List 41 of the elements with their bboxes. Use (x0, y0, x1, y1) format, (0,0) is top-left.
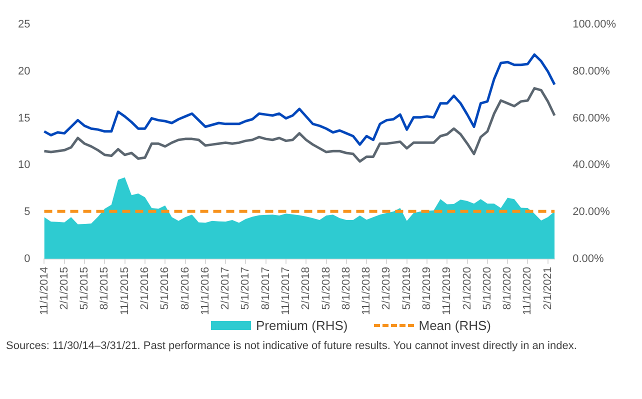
x-tick-label: 8/1/2020 (502, 266, 514, 310)
legend-label: Premium (RHS) (256, 318, 348, 333)
y2-tick-label: 60.00% (572, 112, 610, 124)
x-tick-label: 8/1/2016 (179, 266, 192, 310)
y2-tick-label: 100.00% (572, 18, 616, 31)
x-tick-label: 11/1/2020 (522, 266, 534, 316)
x-tick-label: 11/1/2015 (118, 266, 131, 316)
x-tick-label: 8/1/2017 (260, 266, 272, 310)
x-tick-label: 5/1/2017 (240, 266, 252, 310)
x-tick-label: 2/1/2015 (58, 266, 70, 310)
y2-tick-label: 20.00% (572, 206, 610, 218)
x-tick-label: 11/1/2016 (199, 266, 212, 316)
legend-label: Mean (RHS) (418, 318, 491, 333)
y-tick-label: 10 (18, 159, 30, 172)
x-tick-label: 8/1/2019 (421, 266, 434, 310)
x-tick-label: 2/1/2018 (300, 266, 312, 310)
x-tick-label: 2/1/2017 (220, 266, 232, 310)
y-tick-label: 5 (24, 206, 30, 218)
x-tick-label: 11/1/2019 (441, 266, 454, 316)
x-tick-label: 2/1/2020 (461, 266, 474, 310)
x-tick-label: 2/1/2016 (138, 266, 151, 310)
x-tick-label: 11/1/2017 (280, 266, 292, 316)
y-tick-label: 15 (18, 112, 30, 124)
x-tick-label: 5/1/2015 (78, 266, 91, 310)
y2-tick-label: 40.00% (572, 159, 610, 172)
source-note: Sources: 11/30/14–3/31/21. Past performance is not indicative of future results. You cannot invest directly in an index. (6, 339, 578, 354)
x-tick-label: 11/1/2018 (360, 266, 373, 316)
y2-tick-label: 0.00% (572, 252, 604, 265)
x-tick-label: 11/1/2014 (38, 266, 50, 316)
y2-tick-label: 80.00% (572, 65, 610, 78)
x-tick-label: 8/1/2018 (340, 266, 352, 310)
y-tick-label: 20 (18, 65, 30, 78)
x-tick-label: 5/1/2018 (320, 266, 332, 310)
x-tick-label: 5/1/2020 (481, 266, 494, 310)
x-tick-label: 2/1/2021 (542, 266, 554, 310)
x-tick-label: 8/1/2015 (98, 266, 111, 310)
x-tick-label: 5/1/2019 (400, 266, 413, 310)
y-tick-label: 0 (24, 252, 30, 265)
y-tick-label: 25 (18, 18, 30, 31)
x-tick-label: 5/1/2016 (159, 266, 172, 310)
x-tick-label: 2/1/2019 (380, 266, 393, 310)
